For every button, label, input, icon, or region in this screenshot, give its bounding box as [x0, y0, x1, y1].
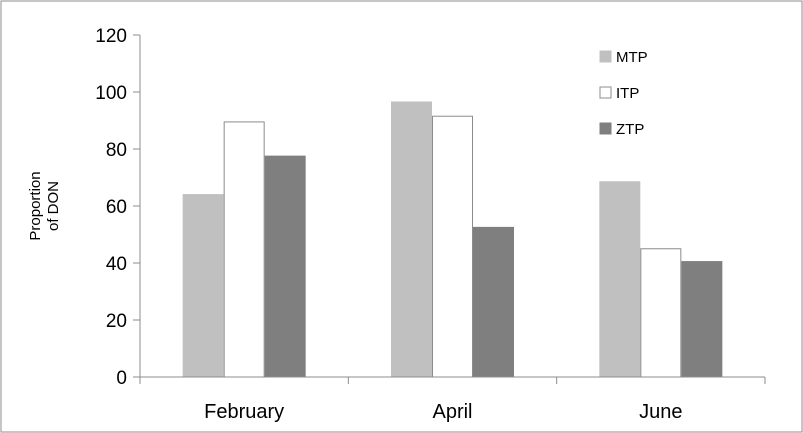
bar-ztp-february — [264, 155, 306, 378]
legend-swatch-ztp — [599, 122, 612, 135]
legend-label-itp: ITP — [616, 85, 639, 102]
bars — [182, 101, 723, 378]
y-axis-title: Proportionof DON — [27, 171, 62, 240]
x-axis-labels: February April June — [204, 401, 682, 423]
y-axis-ticks: 0 20 40 60 80 100 120 — [95, 26, 140, 389]
bar-itp-june — [640, 248, 682, 378]
y-tick-label: 60 — [106, 197, 127, 218]
legend-swatch-mtp — [599, 50, 612, 63]
x-tick-label: June — [639, 401, 682, 423]
bar-mtp-april — [391, 101, 432, 378]
bar-ztp-june — [681, 261, 723, 378]
x-axis-ticks — [139, 377, 766, 384]
x-tick-label: February — [204, 401, 284, 423]
legend: MTP ITP ZTP — [599, 49, 648, 138]
bar-mtp-february — [182, 194, 224, 378]
y-axis-label-line: Proportion — [27, 171, 44, 240]
x-tick-label: April — [432, 401, 472, 423]
y-tick-label: 80 — [106, 140, 127, 161]
y-axis-label-line: of DON — [45, 181, 62, 231]
y-tick-label: 40 — [106, 254, 127, 275]
legend-label-ztp: ZTP — [616, 121, 644, 138]
legend-label-mtp: MTP — [616, 49, 648, 66]
bar-itp-february — [223, 121, 265, 378]
y-tick-label: 120 — [95, 26, 127, 47]
y-tick-label: 0 — [116, 368, 127, 389]
y-tick-label: 100 — [95, 83, 127, 104]
bar-mtp-june — [599, 181, 641, 378]
bar-ztp-april — [473, 226, 514, 378]
legend-swatch-itp — [599, 86, 612, 99]
y-axis-label: Proportionof DON — [27, 171, 62, 240]
y-tick-label: 20 — [106, 311, 127, 332]
bar-itp-april — [432, 115, 473, 378]
